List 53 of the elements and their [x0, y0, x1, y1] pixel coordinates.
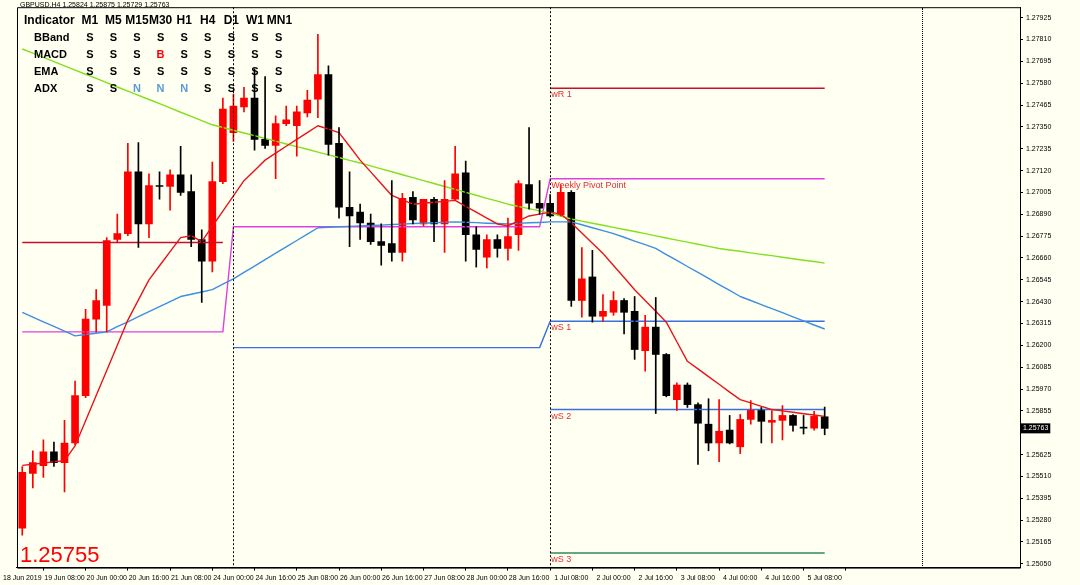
- text: S: [227, 31, 236, 43]
- text: S: [274, 65, 283, 77]
- text: S: [227, 48, 236, 60]
- category-label: M1: [80, 12, 100, 29]
- text: S: [86, 48, 94, 60]
- series-label: wS 2: [550, 410, 572, 421]
- text: S: [180, 31, 188, 43]
- category-label: M5: [104, 12, 123, 29]
- series-label: wS 1: [550, 322, 572, 333]
- text: B: [156, 48, 165, 60]
- text: S: [86, 65, 94, 77]
- category-label: H1: [175, 12, 193, 29]
- text: S: [274, 48, 283, 60]
- text: S: [180, 48, 188, 60]
- text: S: [204, 31, 212, 43]
- text: N: [156, 82, 165, 94]
- text: N: [180, 82, 189, 94]
- category-label: W1: [244, 12, 265, 29]
- series-label: Weekly Pivot Point: [551, 179, 627, 190]
- text: S: [86, 82, 94, 94]
- candlestick: [768, 410, 776, 444]
- text: S: [133, 65, 141, 77]
- text: S: [204, 65, 212, 77]
- category-label: MN1: [266, 12, 293, 29]
- text: S: [251, 48, 259, 60]
- text: S: [274, 31, 283, 43]
- text: Indicator: [24, 12, 76, 29]
- text: S: [109, 65, 118, 77]
- text: S: [156, 65, 165, 77]
- text: S: [109, 31, 118, 43]
- text: S: [227, 82, 236, 94]
- series-label: wS 3: [550, 553, 572, 564]
- text: S: [251, 31, 259, 43]
- text: S: [204, 48, 212, 60]
- category-label: ADX: [34, 82, 58, 94]
- text: S: [204, 82, 212, 94]
- category-label: D1: [222, 12, 241, 29]
- category-label: MACD: [34, 48, 67, 60]
- category-label: H4: [199, 12, 217, 29]
- category-label: M30: [148, 12, 173, 29]
- text: S: [133, 48, 141, 60]
- category-label: BBand: [34, 31, 70, 43]
- text: S: [109, 48, 118, 60]
- annotation: 1.25755: [19, 541, 100, 567]
- text: N: [133, 82, 141, 94]
- text: S: [86, 31, 94, 43]
- category-label: M15: [125, 12, 149, 29]
- category-label: EMA: [34, 65, 59, 77]
- text: S: [156, 31, 165, 43]
- text: S: [274, 82, 283, 94]
- text: S: [133, 31, 141, 43]
- text: S: [180, 65, 188, 77]
- series-label: wR 1: [550, 89, 572, 100]
